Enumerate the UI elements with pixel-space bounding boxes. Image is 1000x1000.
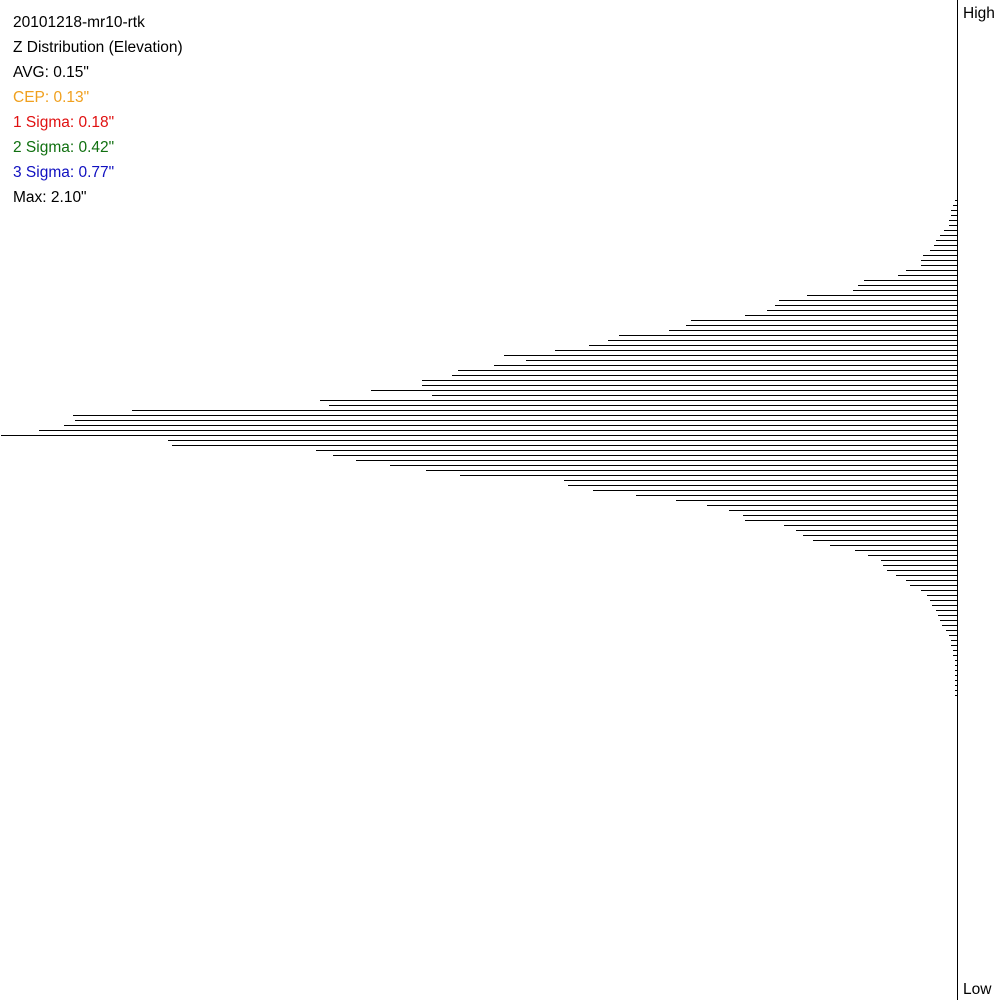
chart-title: Z Distribution (Elevation) [13,39,183,56]
sigma2-stat: 2 Sigma: 0.42" [13,139,115,156]
axis-low-label: Low [963,981,992,998]
stats-panel: 20101218-mr10-rtk Z Distribution (Elevat… [13,10,183,210]
avg-stat: AVG: 0.15" [13,64,89,81]
run-name: 20101218-mr10-rtk [13,14,145,31]
cep-stat: CEP: 0.13" [13,89,90,106]
histogram-bars [1,200,957,696]
max-stat: Max: 2.10" [13,189,87,206]
axis-high-label: High [963,5,995,22]
sigma3-stat: 3 Sigma: 0.77" [13,164,115,181]
sigma1-stat: 1 Sigma: 0.18" [13,114,115,131]
